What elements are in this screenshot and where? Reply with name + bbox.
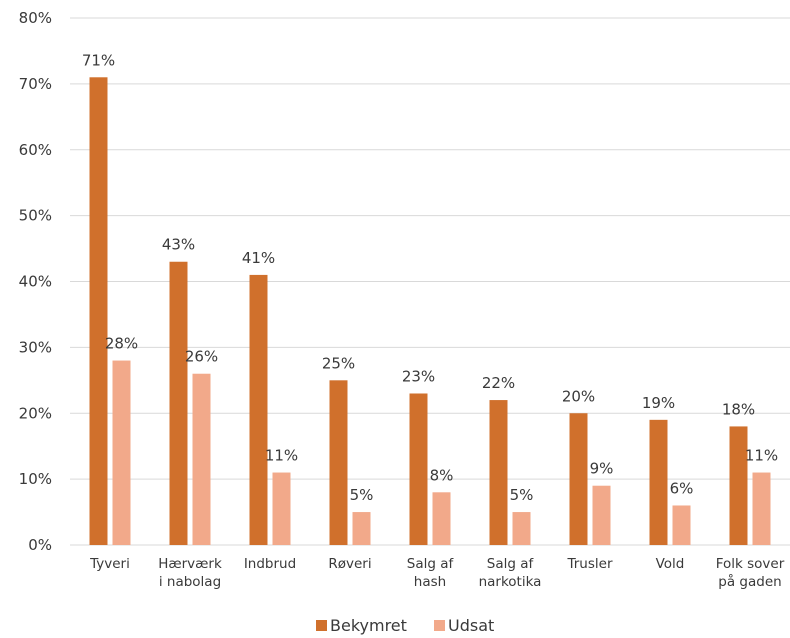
legend-label-udsat: Udsat <box>448 616 494 635</box>
bar-bekymret <box>729 426 748 545</box>
x-tick-label: Vold <box>656 556 685 572</box>
y-tick-label: 0% <box>28 536 52 554</box>
bar-bekymret <box>409 393 428 545</box>
data-label: 43% <box>162 236 195 254</box>
data-label: 11% <box>265 447 298 465</box>
x-tick-label: Tyveri <box>89 556 130 572</box>
bar-bekymret <box>329 380 348 545</box>
data-label: 18% <box>722 400 755 418</box>
data-label: 6% <box>670 479 694 497</box>
bar-bekymret <box>89 77 108 545</box>
y-tick-label: 20% <box>19 404 52 422</box>
data-labels: 71% 28% 43% 26% 41% 11% 25% 5% 23% 8% 22% 5% 20% 9% 19… <box>82 51 778 504</box>
data-label: 41% <box>242 249 275 267</box>
data-label: 26% <box>185 348 218 366</box>
bar-udsat <box>672 505 691 545</box>
x-tick-label: Folk sover på gaden <box>716 556 785 590</box>
y-tick-label: 70% <box>19 75 52 93</box>
bars <box>89 77 771 545</box>
y-tick-label: 60% <box>19 141 52 159</box>
data-label: 5% <box>350 486 374 504</box>
bar-bekymret <box>169 261 188 545</box>
bar-bekymret <box>489 400 508 545</box>
legend-label-bekymret: Bekymret <box>330 616 407 635</box>
bar-udsat <box>752 472 771 545</box>
data-label: 8% <box>430 466 454 484</box>
x-tick-label: Salg af hash <box>407 556 455 590</box>
x-tick-label: Hærværk i nabolag <box>158 556 222 590</box>
data-label: 28% <box>105 335 138 353</box>
legend-swatch-bekymret <box>316 620 327 631</box>
x-tick-label: Trusler <box>566 556 612 572</box>
bar-udsat <box>432 492 451 545</box>
bar-udsat <box>272 472 291 545</box>
x-tick-label: Salg af narkotika <box>479 556 542 590</box>
y-tick-label: 50% <box>19 207 52 225</box>
data-label: 9% <box>590 460 614 478</box>
data-label: 19% <box>642 394 675 412</box>
bar-udsat <box>512 512 531 545</box>
y-tick-label: 10% <box>19 470 52 488</box>
data-label: 25% <box>322 354 355 372</box>
bar-udsat <box>352 512 371 545</box>
data-label: 71% <box>82 51 115 69</box>
data-label: 20% <box>562 387 595 405</box>
x-axis: Tyveri Hærværk i nabolag Indbrud Røveri Salg … <box>89 556 785 590</box>
y-tick-label: 80% <box>19 9 52 27</box>
data-label: 5% <box>510 486 534 504</box>
bar-udsat <box>192 373 211 545</box>
y-tick-label: 40% <box>19 273 52 291</box>
bar-bekymret <box>569 413 588 545</box>
legend: Bekymret Udsat <box>316 616 494 635</box>
bar-bekymret <box>249 274 268 545</box>
bar-bekymret <box>649 419 668 545</box>
y-tick-label: 30% <box>19 338 52 356</box>
data-label: 11% <box>745 447 778 465</box>
y-axis: 0% 10% 20% 30% 40% 50% 60% 70% 80% <box>19 9 52 554</box>
x-tick-label: Indbrud <box>244 556 296 572</box>
x-tick-label: Røveri <box>328 556 371 572</box>
bar-udsat <box>592 485 611 545</box>
data-label: 23% <box>402 367 435 385</box>
data-label: 22% <box>482 374 515 392</box>
bar-udsat <box>112 360 131 545</box>
gridlines <box>70 17 790 546</box>
legend-swatch-udsat <box>434 620 445 631</box>
